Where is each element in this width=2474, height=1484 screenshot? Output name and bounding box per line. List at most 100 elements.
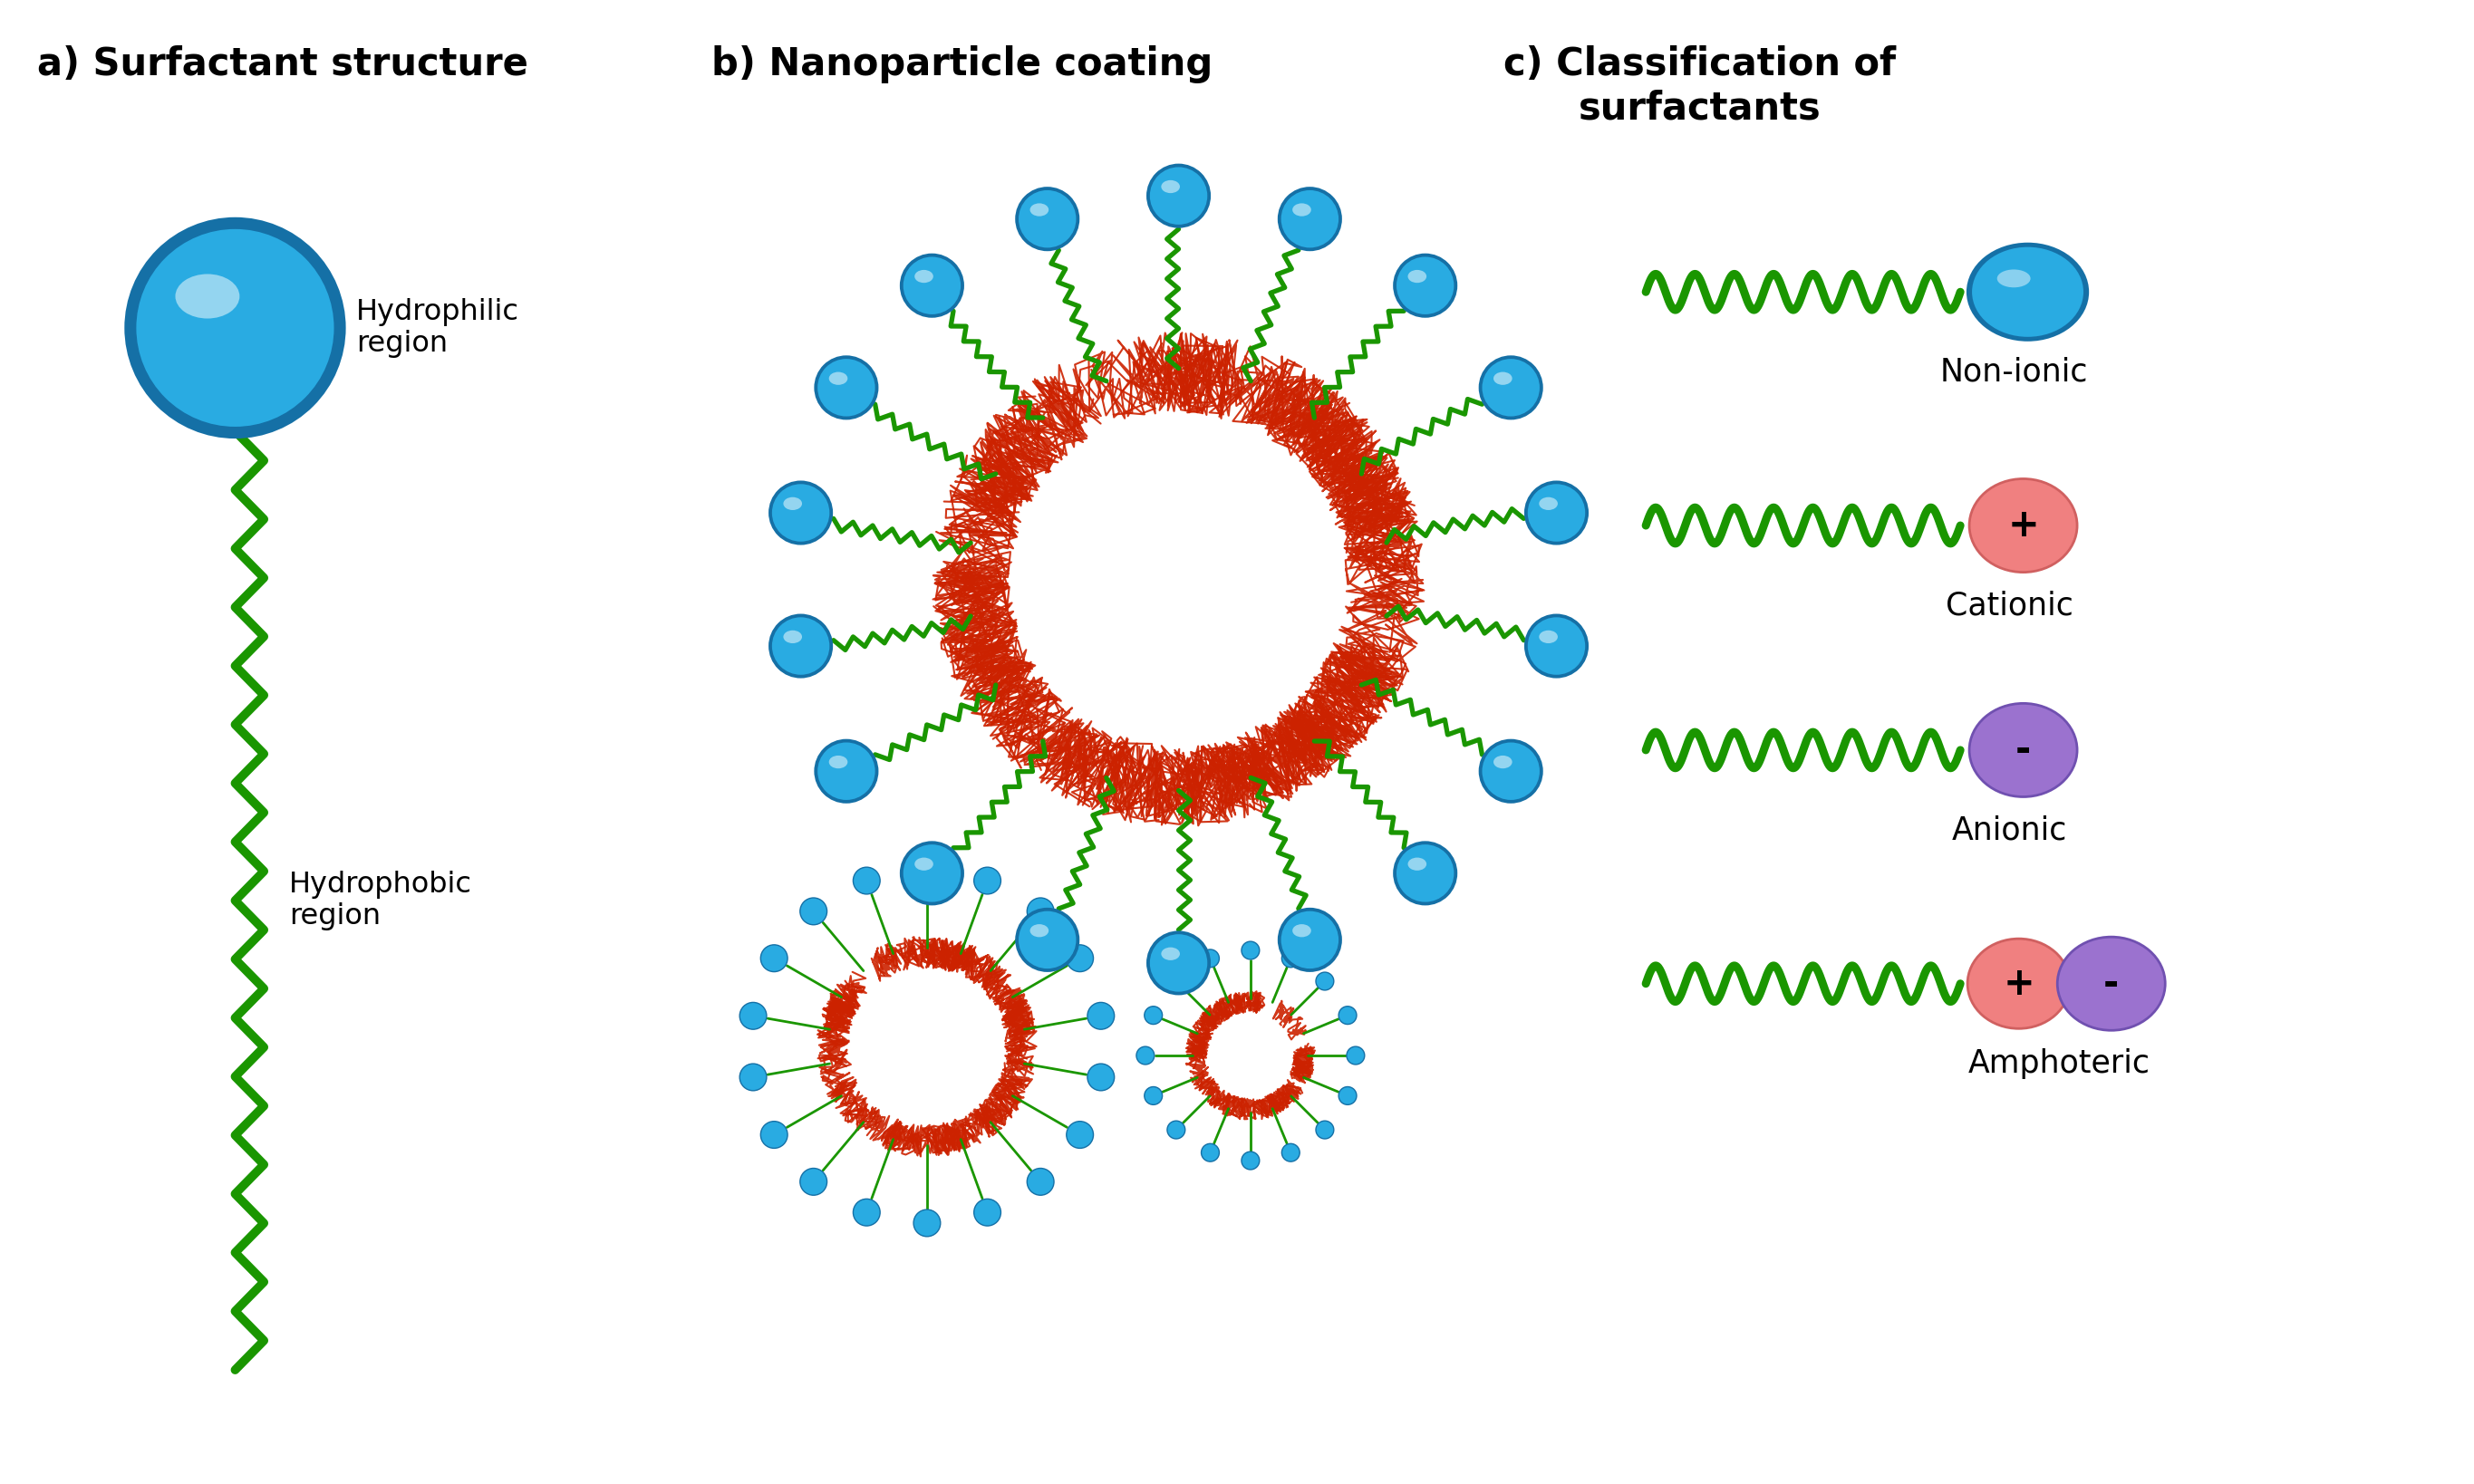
Text: -: - (2103, 965, 2120, 1003)
Text: Hydrophobic
region: Hydrophobic region (289, 870, 473, 930)
Ellipse shape (1160, 180, 1180, 193)
Circle shape (814, 739, 878, 803)
Circle shape (816, 359, 876, 417)
Circle shape (1479, 356, 1544, 420)
Ellipse shape (1029, 203, 1049, 217)
Circle shape (769, 481, 834, 545)
Circle shape (1066, 1122, 1094, 1149)
Circle shape (1526, 484, 1586, 542)
Ellipse shape (1494, 372, 1512, 384)
Circle shape (799, 1168, 826, 1195)
Ellipse shape (1160, 947, 1180, 960)
Circle shape (854, 1199, 881, 1226)
Circle shape (846, 966, 1007, 1128)
Ellipse shape (1967, 242, 2088, 341)
Text: c) Classification of
surfactants: c) Classification of surfactants (1504, 45, 1895, 128)
Circle shape (1089, 1002, 1113, 1030)
Circle shape (1393, 254, 1457, 318)
Ellipse shape (915, 858, 933, 871)
Ellipse shape (1539, 631, 1559, 643)
Circle shape (1316, 972, 1333, 990)
Circle shape (1145, 1006, 1163, 1024)
Circle shape (1066, 945, 1094, 972)
Text: Non-ionic: Non-ionic (1940, 356, 2088, 387)
Circle shape (1346, 1046, 1366, 1064)
Circle shape (1338, 1086, 1356, 1104)
Circle shape (1145, 930, 1210, 996)
Circle shape (1395, 257, 1455, 315)
Circle shape (1017, 417, 1341, 741)
Circle shape (1282, 1144, 1299, 1162)
Circle shape (1019, 911, 1076, 969)
Text: Anionic: Anionic (1952, 815, 2068, 846)
Circle shape (1524, 614, 1588, 678)
Ellipse shape (1967, 939, 2071, 1028)
Circle shape (1027, 1168, 1054, 1195)
Ellipse shape (1029, 925, 1049, 936)
Circle shape (1202, 1144, 1220, 1162)
Circle shape (975, 1199, 1002, 1226)
Circle shape (772, 617, 829, 675)
Circle shape (760, 1122, 787, 1149)
Ellipse shape (1408, 270, 1427, 283)
Circle shape (901, 254, 965, 318)
Circle shape (1282, 911, 1338, 969)
Circle shape (1393, 841, 1457, 905)
Ellipse shape (915, 270, 933, 283)
Circle shape (1277, 187, 1341, 251)
Ellipse shape (1408, 858, 1427, 871)
Text: -: - (2016, 732, 2031, 769)
Circle shape (740, 1064, 767, 1091)
Circle shape (1145, 163, 1210, 229)
Circle shape (1242, 941, 1259, 959)
Ellipse shape (784, 497, 802, 510)
Circle shape (1479, 739, 1544, 803)
Circle shape (913, 856, 940, 883)
Circle shape (854, 867, 881, 895)
Text: b) Nanoparticle coating: b) Nanoparticle coating (713, 45, 1212, 83)
Ellipse shape (1291, 925, 1311, 936)
Circle shape (1526, 617, 1586, 675)
Circle shape (1014, 908, 1079, 972)
Circle shape (1282, 950, 1299, 968)
Circle shape (1524, 481, 1588, 545)
Circle shape (1168, 1120, 1185, 1138)
Text: Cationic: Cationic (1947, 591, 2073, 620)
Circle shape (975, 867, 1002, 895)
Circle shape (1014, 187, 1079, 251)
Text: Hydrophilic
region: Hydrophilic region (356, 298, 520, 358)
Circle shape (1482, 359, 1539, 417)
Ellipse shape (1969, 703, 2078, 797)
Ellipse shape (829, 372, 849, 384)
Ellipse shape (1997, 270, 2031, 288)
Circle shape (740, 1002, 767, 1030)
Circle shape (760, 945, 787, 972)
Circle shape (772, 484, 829, 542)
Ellipse shape (1972, 246, 2083, 337)
Circle shape (799, 898, 826, 925)
Circle shape (1150, 168, 1207, 224)
Text: +: + (2004, 965, 2034, 1003)
Ellipse shape (1969, 479, 2078, 573)
Circle shape (1019, 190, 1076, 248)
Ellipse shape (176, 275, 240, 319)
Circle shape (1136, 1046, 1155, 1064)
Circle shape (913, 1209, 940, 1236)
Circle shape (769, 614, 834, 678)
Circle shape (1395, 844, 1455, 902)
Circle shape (124, 217, 346, 439)
Circle shape (1027, 898, 1054, 925)
Ellipse shape (784, 631, 802, 643)
Circle shape (1205, 1009, 1296, 1103)
Circle shape (1242, 1152, 1259, 1169)
Circle shape (903, 844, 960, 902)
Circle shape (1282, 190, 1338, 248)
Circle shape (816, 742, 876, 800)
Circle shape (1145, 1086, 1163, 1104)
Circle shape (1168, 972, 1185, 990)
Text: a) Surfactant structure: a) Surfactant structure (37, 45, 529, 83)
Ellipse shape (1539, 497, 1559, 510)
Circle shape (1089, 1064, 1113, 1091)
Circle shape (1150, 935, 1207, 991)
Text: +: + (2006, 506, 2039, 545)
